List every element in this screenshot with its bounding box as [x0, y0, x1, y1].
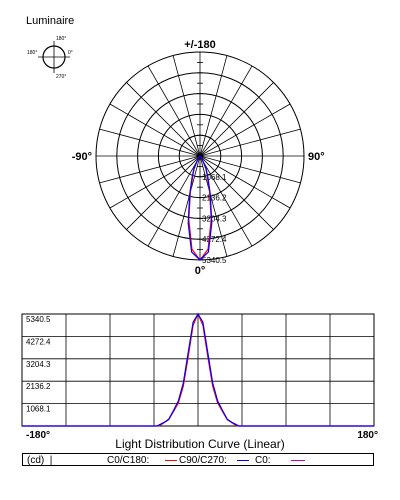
legend-c0-swatch: [291, 460, 305, 461]
polar-label-right: 90°: [308, 151, 325, 163]
linear-y-tick-label: 5340.5: [26, 315, 51, 324]
linear-x-label-right: 180°: [357, 430, 378, 440]
polar-label-top: +/-180: [184, 39, 216, 51]
legend-c0-label: C0:: [255, 455, 271, 466]
orientation-label-bottom: 270°: [56, 74, 66, 80]
polar-radial-tick-label: 5340.5: [202, 256, 227, 265]
polar-label-bottom: 0°: [195, 265, 206, 277]
linear-y-tick-label: 2136.2: [26, 382, 51, 391]
legend-c90c270-swatch: [237, 460, 249, 461]
linear-chart-caption: Light Distribution Curve (Linear): [115, 437, 285, 451]
legend-bar: (cd) | C0/C180: C90/C270: C0:: [22, 453, 374, 466]
polar-radial-tick-label: 1068.1: [202, 173, 227, 182]
polar-chart: +/-180 -90° 90° 0° 1068.1 2136.2 3204.3 4272.4 5…: [72, 39, 325, 277]
linear-y-tick-label: 1068.1: [26, 405, 51, 414]
linear-y-tick-label: 3204.3: [26, 360, 51, 369]
legend-c0c180-label: C0/C180:: [107, 455, 150, 466]
orientation-label-right: 0°: [68, 50, 73, 56]
polar-label-left: -90°: [72, 151, 92, 163]
linear-x-label-left: -180°: [26, 430, 50, 440]
polar-radial-tick-label: 3204.3: [202, 214, 227, 223]
legend-c0c180-swatch: [165, 460, 177, 461]
linear-chart: 1068.1 2136.2 3204.3 4272.4 5340.5 -180° 180°: [21, 312, 378, 440]
legend-c90c270-label: C90/C270:: [179, 455, 227, 466]
luminaire-orientation-diagram: 180° 180° 0° 270°: [27, 36, 73, 80]
polar-radial-tick-label: 4272.4: [202, 235, 227, 244]
orientation-label-left: 180°: [27, 50, 37, 56]
linear-y-tick-label: 4272.4: [26, 337, 51, 346]
legend-unit: (cd) |: [27, 455, 53, 466]
luminaire-label: Luminaire: [26, 15, 75, 27]
linear-series-c90c270: [22, 312, 374, 427]
orientation-label-top: 180°: [56, 36, 66, 42]
polar-radial-tick-label: 2136.2: [202, 194, 227, 203]
polar-series-c90c270: [187, 155, 213, 261]
